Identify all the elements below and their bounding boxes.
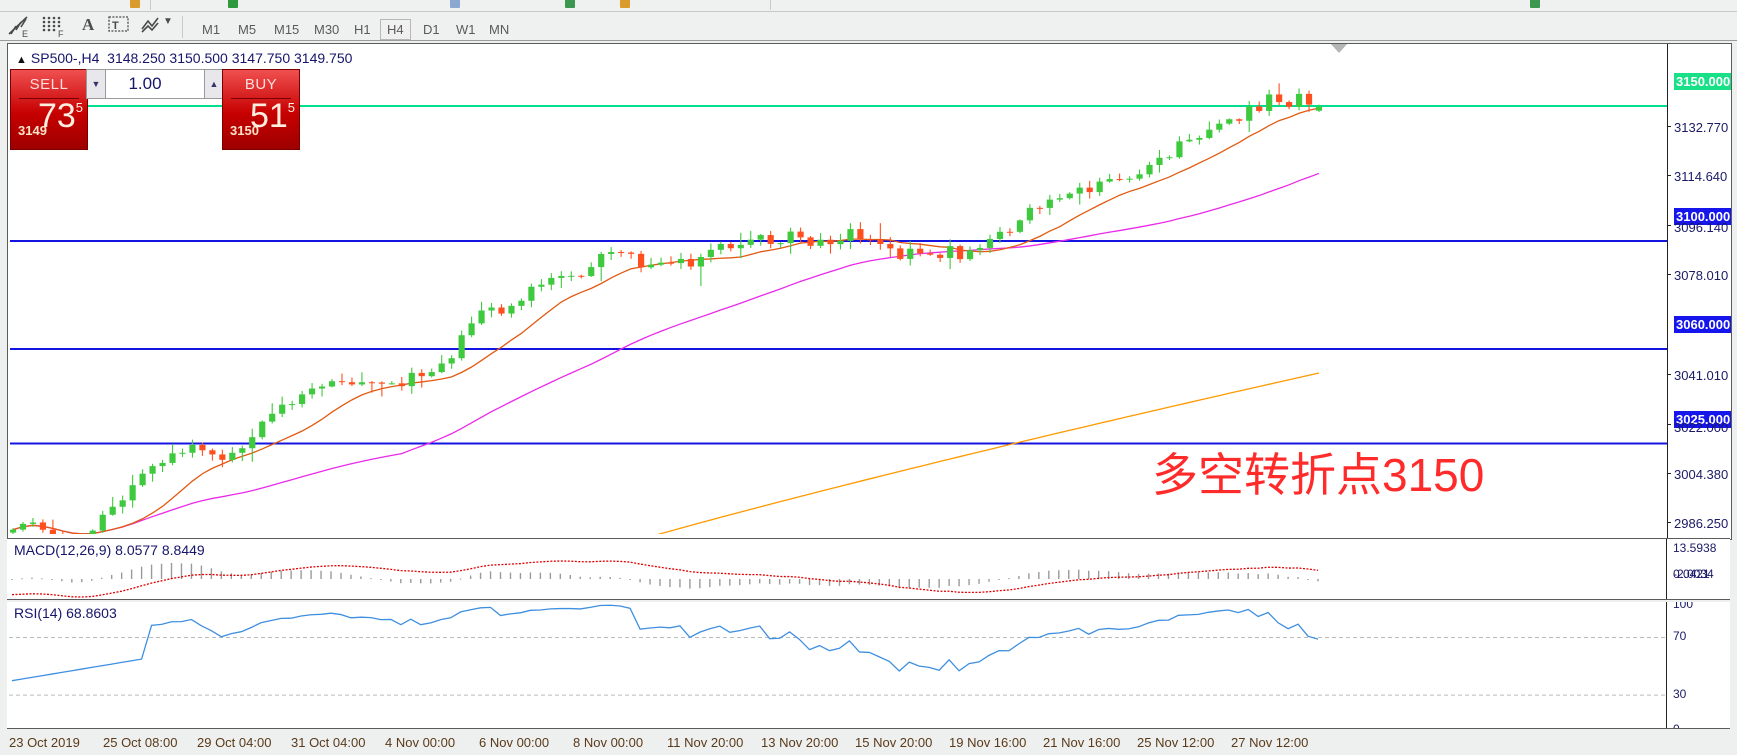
svg-text:F: F (58, 29, 64, 38)
svg-text:多空转折点3150: 多空转折点3150 (1152, 449, 1484, 501)
svg-text:E: E (22, 29, 28, 38)
svg-text:T: T (112, 20, 119, 32)
